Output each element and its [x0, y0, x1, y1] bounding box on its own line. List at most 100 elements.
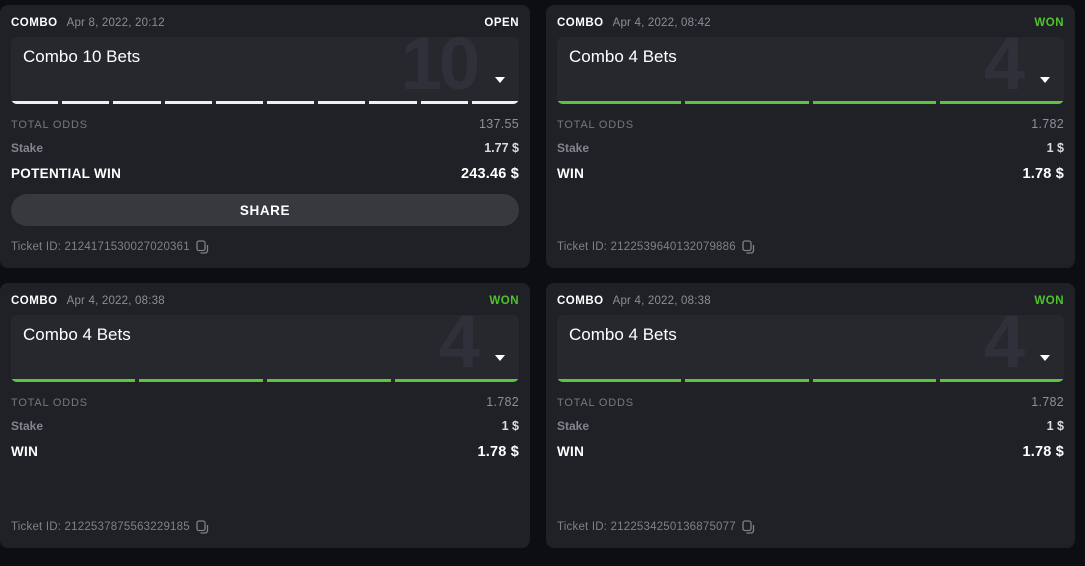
stake-label: Stake: [557, 141, 590, 155]
total-odds-value: 1.782: [1031, 395, 1064, 409]
total-odds-row: TOTAL ODDS 1.782: [557, 395, 1064, 409]
total-odds-value: 1.782: [486, 395, 519, 409]
bet-date: Apr 4, 2022, 08:38: [612, 294, 711, 307]
status-badge: OPEN: [484, 16, 519, 29]
bet-ticket-card: COMBO Apr 4, 2022, 08:38 WON Combo 4 Bet…: [546, 283, 1075, 548]
copy-ticket-id-button[interactable]: [742, 240, 755, 254]
bet-summary-panel[interactable]: Combo 4 Bets 4: [557, 37, 1064, 104]
win-row: WIN 1.78 $: [557, 166, 1064, 182]
bet-leg-segment: [471, 101, 519, 104]
bet-leg-segment: [164, 101, 212, 104]
chevron-down-icon: [495, 77, 505, 83]
stake-label: Stake: [11, 141, 44, 155]
copy-icon: [196, 520, 209, 534]
bet-leg-segment: [684, 101, 809, 104]
stake-label: Stake: [11, 419, 44, 433]
ticket-header: COMBO Apr 4, 2022, 08:42 WON: [557, 5, 1064, 37]
stake-label: Stake: [557, 419, 590, 433]
bet-leg-segments: [11, 379, 519, 382]
ticket-id-text: Ticket ID: 2122534250136875077: [557, 521, 736, 533]
total-odds-label: TOTAL ODDS: [11, 397, 88, 409]
ticket-id-text: Ticket ID: 2124171530027020361: [11, 241, 190, 253]
stake-row: Stake 1.77 $: [11, 141, 519, 155]
copy-ticket-id-button[interactable]: [196, 520, 209, 534]
win-value: 1.78 $: [477, 444, 519, 460]
bet-date: Apr 4, 2022, 08:42: [612, 16, 711, 29]
bet-leg-segment: [940, 379, 1064, 382]
copy-icon: [742, 520, 755, 534]
ticket-id-row: Ticket ID: 2122539640132079886: [557, 240, 1064, 254]
status-badge: WON: [1034, 16, 1064, 29]
total-odds-value: 137.55: [478, 117, 519, 131]
bet-leg-segments: [557, 101, 1064, 104]
bet-type-label: COMBO: [557, 294, 604, 307]
win-value: 1.78 $: [1022, 444, 1064, 460]
total-odds-value: 1.782: [1031, 117, 1064, 131]
bet-ticket-card: COMBO Apr 8, 2022, 20:12 OPEN Combo 10 B…: [0, 5, 530, 268]
ticket-header: COMBO Apr 4, 2022, 08:38 WON: [11, 283, 519, 315]
ticket-id-row: Ticket ID: 2122534250136875077: [557, 520, 1064, 534]
stake-value: 1.77 $: [484, 141, 519, 155]
bet-type-label: COMBO: [11, 294, 58, 307]
bet-leg-segment: [420, 101, 468, 104]
bet-leg-segment: [940, 101, 1064, 104]
potential-win-label: POTENTIAL WIN: [11, 166, 122, 181]
legs-count-watermark: 4: [983, 315, 1025, 382]
bet-leg-segment: [267, 101, 315, 104]
copy-icon: [196, 240, 209, 254]
stake-row: Stake 1 $: [557, 141, 1064, 155]
bet-title: Combo 4 Bets: [23, 325, 131, 344]
stake-row: Stake 1 $: [557, 419, 1064, 433]
win-label: WIN: [557, 166, 585, 181]
bet-summary-panel[interactable]: Combo 4 Bets 4: [557, 315, 1064, 382]
expand-bets-button[interactable]: [1036, 72, 1054, 88]
bet-type-label: COMBO: [11, 16, 58, 29]
bet-ticket-card: COMBO Apr 4, 2022, 08:42 WON Combo 4 Bet…: [546, 5, 1075, 268]
potential-win-row: POTENTIAL WIN 243.46 $: [11, 166, 519, 182]
bet-leg-segment: [11, 379, 135, 382]
bet-summary-panel[interactable]: Combo 10 Bets 10: [11, 37, 519, 104]
win-value: 1.78 $: [1022, 166, 1064, 182]
bet-leg-segment: [812, 101, 937, 104]
chevron-down-icon: [495, 355, 505, 361]
bet-ticket-card: COMBO Apr 4, 2022, 08:38 WON Combo 4 Bet…: [0, 283, 530, 548]
chevron-down-icon: [1040, 355, 1050, 361]
bet-summary-panel[interactable]: Combo 4 Bets 4: [11, 315, 519, 382]
legs-count-watermark: 4: [438, 315, 480, 382]
total-odds-label: TOTAL ODDS: [11, 119, 88, 131]
bet-leg-segment: [557, 379, 681, 382]
expand-bets-button[interactable]: [491, 72, 509, 88]
stake-value: 1 $: [501, 419, 519, 433]
ticket-header: COMBO Apr 4, 2022, 08:38 WON: [557, 283, 1064, 315]
bet-title: Combo 4 Bets: [569, 47, 677, 66]
ticket-id-row: Ticket ID: 2124171530027020361: [11, 240, 519, 254]
bet-leg-segment: [215, 101, 264, 104]
stake-value: 1 $: [1046, 141, 1064, 155]
bet-leg-segment: [812, 379, 937, 382]
bet-leg-segment: [11, 101, 59, 104]
total-odds-row: TOTAL ODDS 1.782: [557, 117, 1064, 131]
status-badge: WON: [1034, 294, 1064, 307]
bet-leg-segment: [395, 379, 519, 382]
bet-title: Combo 4 Bets: [569, 325, 677, 344]
win-row: WIN 1.78 $: [11, 444, 519, 460]
legs-count-watermark: 4: [983, 37, 1025, 104]
expand-bets-button[interactable]: [1036, 350, 1054, 366]
bet-leg-segment: [113, 101, 161, 104]
copy-ticket-id-button[interactable]: [196, 240, 209, 254]
total-odds-label: TOTAL ODDS: [557, 119, 634, 131]
bet-leg-segment: [369, 101, 417, 104]
expand-bets-button[interactable]: [491, 350, 509, 366]
bet-leg-segment: [318, 101, 366, 104]
bet-leg-segment: [684, 379, 809, 382]
copy-ticket-id-button[interactable]: [742, 520, 755, 534]
ticket-id-text: Ticket ID: 2122539640132079886: [557, 241, 736, 253]
bet-type-label: COMBO: [557, 16, 604, 29]
total-odds-row: TOTAL ODDS 1.782: [11, 395, 519, 409]
bet-title: Combo 10 Bets: [23, 47, 141, 66]
bet-date: Apr 4, 2022, 08:38: [66, 294, 165, 307]
ticket-header: COMBO Apr 8, 2022, 20:12 OPEN: [11, 5, 519, 37]
bet-leg-segments: [557, 379, 1064, 382]
status-badge: WON: [489, 294, 519, 307]
share-button[interactable]: SHARE: [11, 194, 519, 226]
